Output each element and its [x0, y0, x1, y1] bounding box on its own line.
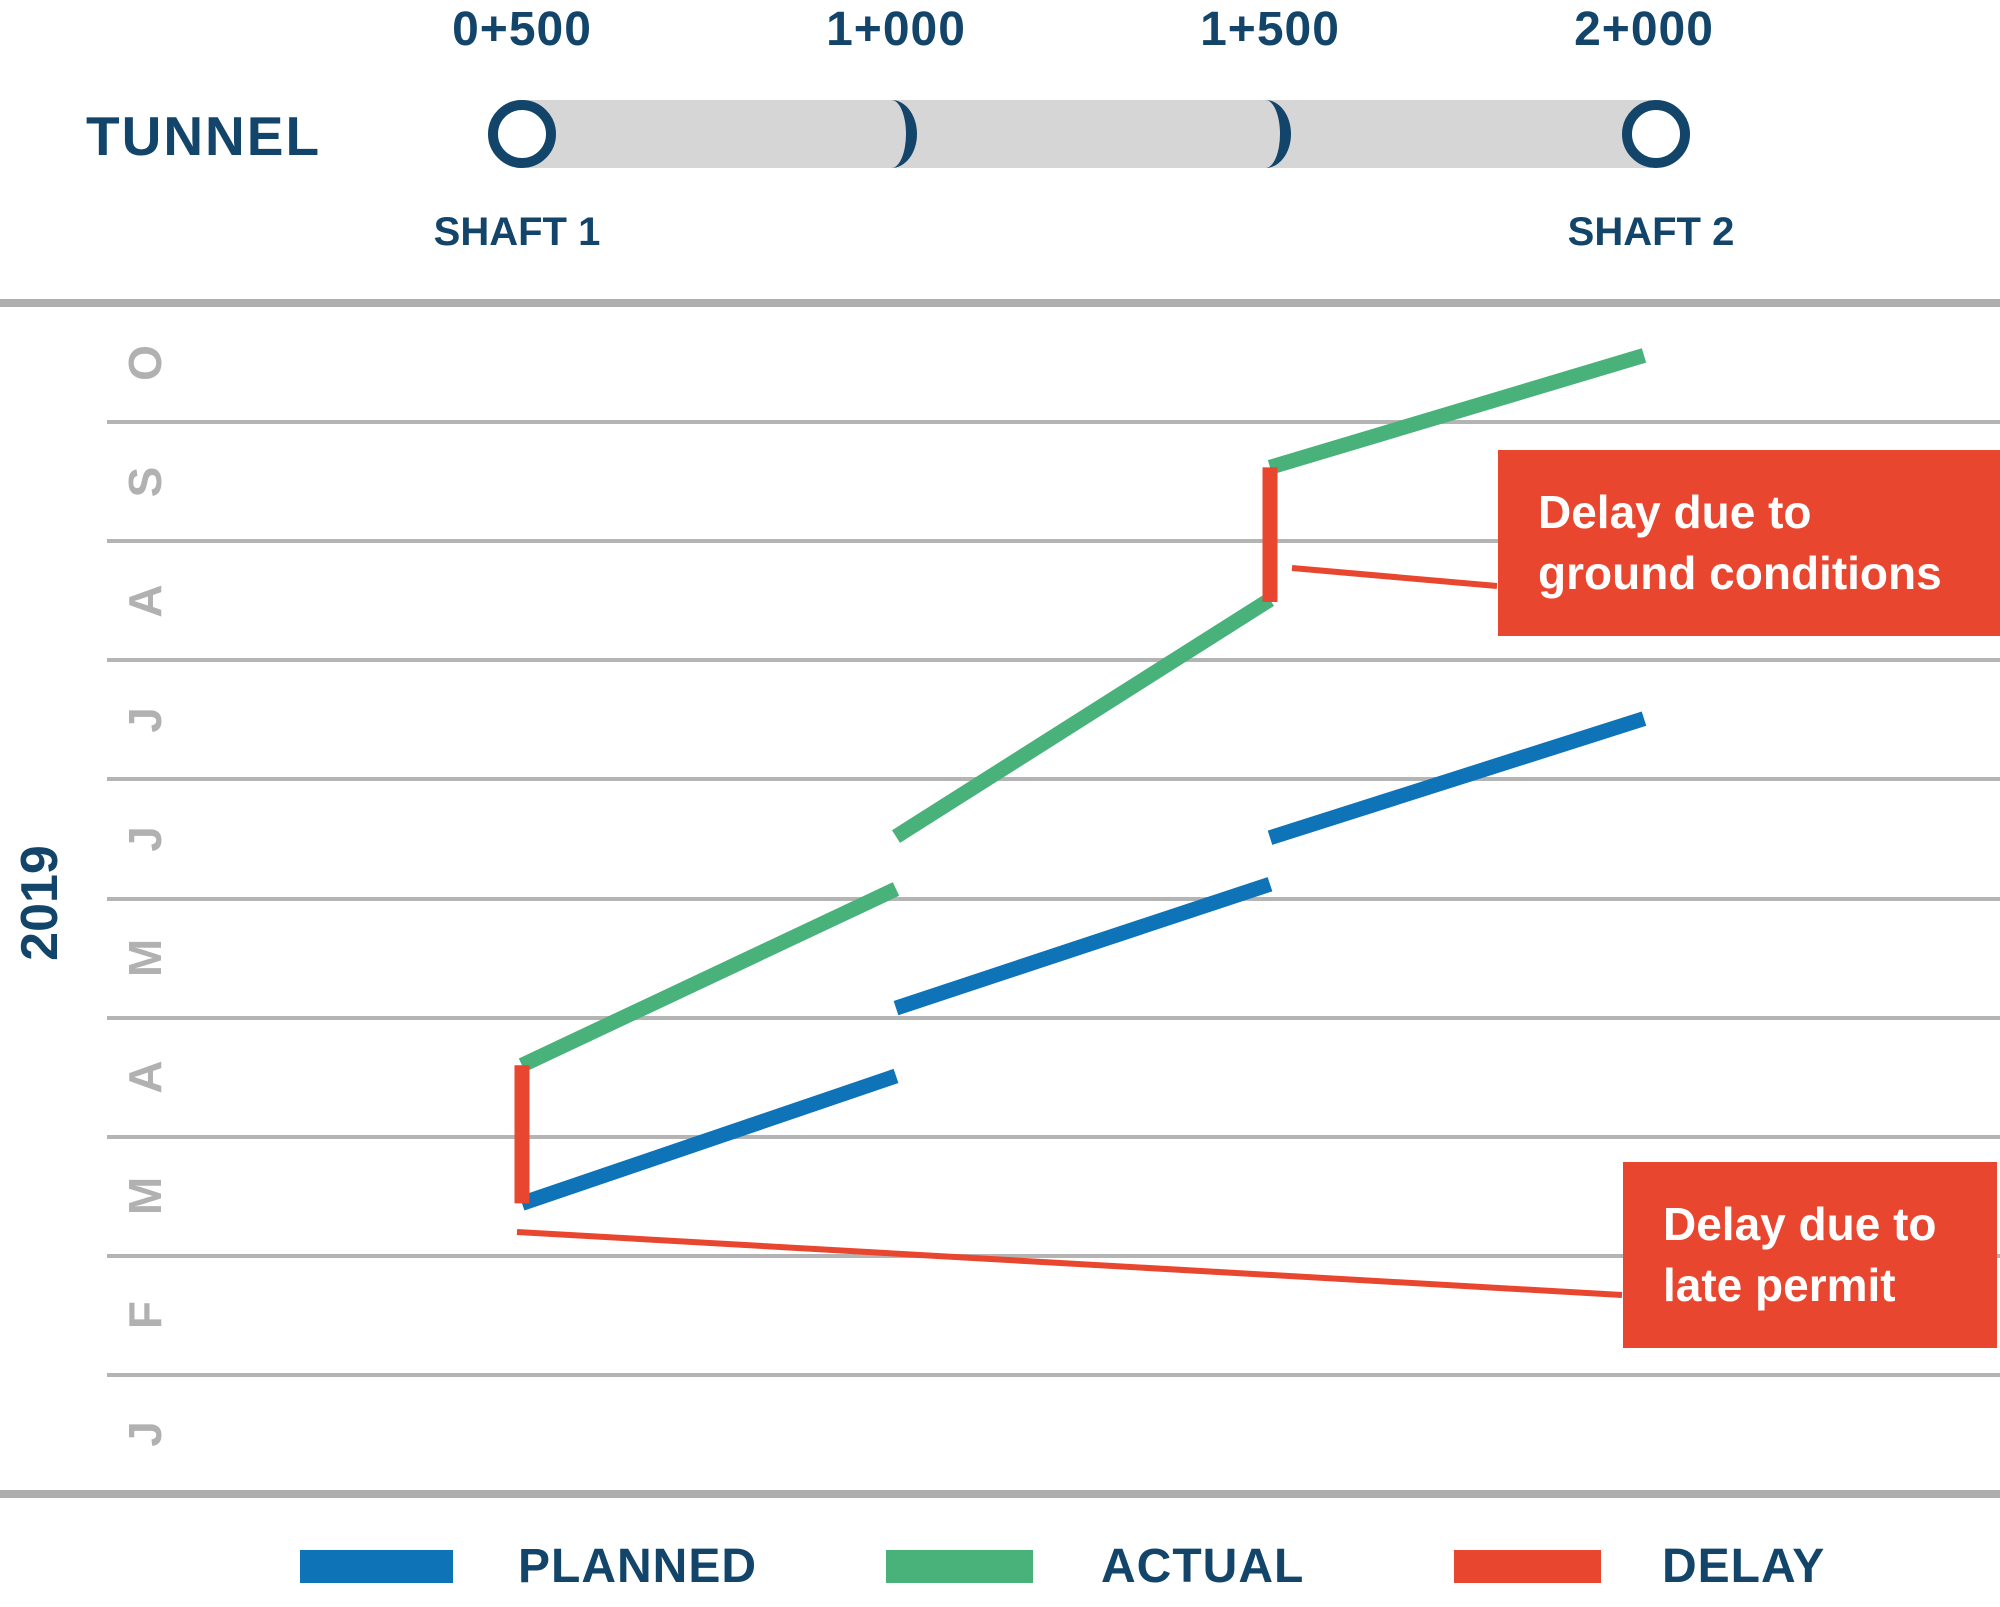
legend-swatch-delay: [1454, 1550, 1601, 1583]
planned-line-segment: [893, 877, 1273, 1016]
chart-border-line: [0, 1490, 2000, 1498]
chainage-tick-label: 1+500: [1200, 3, 1340, 56]
legend-label-actual: ACTUAL: [1101, 1540, 1305, 1593]
shaft2-circle-icon: [1622, 100, 1690, 168]
shaft1-circle-icon: [488, 100, 556, 168]
actual-line-segment: [518, 882, 900, 1073]
annotation-text-line: Delay due to: [1663, 1198, 1937, 1250]
legend-label-planned: PLANNED: [518, 1540, 758, 1593]
chainage-tick-label: 0+500: [452, 3, 592, 56]
chainage-tick-label: 2+000: [1574, 3, 1714, 56]
actual-line-segment: [1267, 348, 1647, 475]
annotation-leader-line: [1291, 565, 1498, 589]
month-gridline: [107, 1253, 2000, 1258]
shaft2-label: SHAFT 2: [1567, 210, 1735, 254]
cross-passage-arc-icon: [1240, 100, 1291, 168]
actual-line-segment: [891, 593, 1275, 843]
tunnel-bar: [516, 100, 1651, 168]
planned-line-segment: [519, 1068, 899, 1211]
legend-swatch-planned: [300, 1550, 453, 1583]
legend-label-delay: DELAY: [1662, 1540, 1826, 1593]
annotation-text-line: ground conditions: [1538, 547, 1942, 599]
month-gridline: [107, 896, 2000, 901]
planned-line-segment: [1267, 711, 1647, 845]
annotation-leader-line: [516, 1229, 1623, 1298]
chart-border-line: [0, 299, 2000, 307]
month-gridline: [107, 420, 2000, 425]
cross-passage-arc-icon: [866, 100, 917, 168]
month-gridline: [107, 777, 2000, 782]
chainage-tick-label: 1+000: [826, 3, 966, 56]
shaft1-label: SHAFT 1: [433, 210, 601, 254]
month-gridline: [107, 539, 2000, 544]
month-gridline: [107, 1134, 2000, 1139]
month-gridline: [107, 1372, 2000, 1377]
month-gridline: [107, 658, 2000, 663]
month-gridline: [107, 1015, 2000, 1020]
annotation-late-permit: Delay due to late permit: [1623, 1162, 1997, 1348]
legend-swatch-actual: [886, 1550, 1033, 1583]
tunnel-title: TUNNEL: [86, 105, 322, 167]
annotation-ground-conditions: Delay due to ground conditions: [1498, 450, 2000, 636]
annotation-text-line: late permit: [1663, 1259, 1896, 1311]
annotation-text-line: Delay due to: [1538, 486, 1812, 538]
